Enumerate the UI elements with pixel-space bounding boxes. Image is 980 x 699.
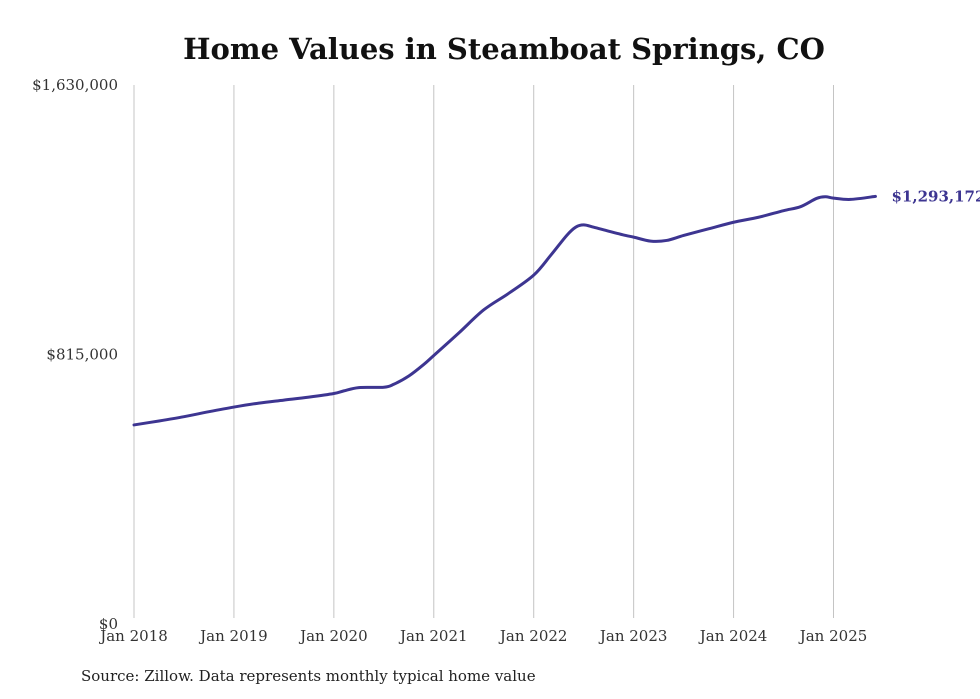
y-tick-label: $815,000 [46, 346, 118, 364]
home-value-line [132, 194, 877, 427]
x-tick-label: Jan 2018 [98, 627, 168, 645]
end-value-label: $1,293,172 [891, 187, 980, 205]
y-tick-label: $0 [99, 615, 118, 633]
y-tick-label: $1,630,000 [32, 76, 118, 94]
source-note: Source: Zillow. Data represents monthly … [81, 667, 536, 685]
x-tick-label: Jan 2024 [698, 627, 768, 645]
chart-title: Home Values in Steamboat Springs, CO [183, 32, 825, 66]
x-tick-label: Jan 2023 [598, 627, 668, 645]
x-tick-label: Jan 2020 [298, 627, 368, 645]
y-axis-ticks: $0 $815,000 $1,630,000 [32, 76, 118, 633]
x-tick-label: Jan 2019 [198, 627, 268, 645]
x-tick-label: Jan 2022 [498, 627, 568, 645]
series-group: $1,293,172 [132, 187, 980, 427]
x-axis-ticks: Jan 2018 Jan 2019 Jan 2020 Jan 2021 Jan 2022… [98, 627, 867, 645]
vertical-gridlines [133, 85, 834, 618]
x-tick-label: Jan 2025 [798, 627, 868, 645]
x-tick-label: Jan 2021 [398, 627, 468, 645]
